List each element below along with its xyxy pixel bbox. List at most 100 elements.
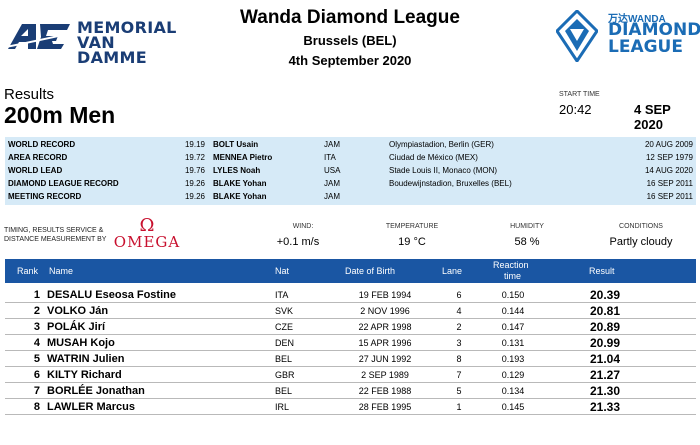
meeting-heading: Wanda Diamond League Brussels (BEL) 4th … <box>200 6 500 71</box>
cell-rank: 4 <box>33 337 40 349</box>
record-type: WORLD LEAD <box>8 166 63 175</box>
memorial-van-damme-logo: MEMORIAL VAN DAMME <box>6 20 186 66</box>
record-date: 20 AUG 2009 <box>644 140 693 149</box>
record-nat: ITA <box>324 153 336 162</box>
memorial-wordmark: MEMORIAL VAN DAMME <box>77 20 186 67</box>
cell-reaction: 0.129 <box>501 370 525 380</box>
cell-nat: BEL <box>275 354 293 364</box>
record-athlete: BLAKE Yohan <box>213 179 267 188</box>
cell-result: 21.30 <box>589 384 620 398</box>
record-row: DIAMOND LEAGUE RECORD 19.26 BLAKE Yohan … <box>5 177 696 190</box>
record-mark: 19.19 <box>184 140 205 149</box>
record-mark: 19.76 <box>184 166 205 175</box>
record-date: 14 AUG 2020 <box>644 166 693 175</box>
cell-rank: 1 <box>33 289 40 301</box>
record-nat: JAM <box>324 192 340 201</box>
diamond-league-logo: 万达WANDA DIAMOND LEAGUE <box>556 10 700 68</box>
cell-result: 21.04 <box>589 352 620 366</box>
cell-reaction: 0.150 <box>501 290 525 300</box>
cell-lane: 6 <box>456 290 462 300</box>
ag-logo-icon <box>6 22 72 50</box>
cell-result: 20.99 <box>589 336 620 350</box>
wind-value: +0.1 m/s <box>276 236 320 248</box>
cell-rank: 7 <box>33 385 40 397</box>
diamond-league-wordmark: DIAMOND LEAGUE <box>608 22 700 56</box>
cell-name: VOLKO Ján <box>47 305 109 317</box>
cell-reaction: 0.145 <box>501 402 525 412</box>
header-dob: Date of Birth <box>345 266 396 276</box>
record-mark: 19.72 <box>184 153 205 162</box>
header-rank: Rank <box>17 266 39 276</box>
header-lane: Lane <box>442 266 463 276</box>
cell-nat: CZE <box>275 322 293 332</box>
cell-rank: 2 <box>33 305 40 317</box>
cell-dob: 27 JUN 1992 <box>358 354 412 364</box>
humidity-label: HUMIDITY <box>510 223 544 230</box>
cell-name: MUSAH Kojo <box>47 337 115 349</box>
cell-name: BORLÉE Jonathan <box>47 385 145 397</box>
omega-wordmark: OMEGA <box>113 233 181 251</box>
omega-icon: Ω <box>139 215 155 236</box>
record-row: WORLD RECORD 19.19 BOLT Usain JAM Olympi… <box>5 138 696 151</box>
temperature-value: 19 °C <box>398 236 426 248</box>
wanda-text: 万达WANDA <box>608 14 666 25</box>
header-name: Name <box>49 266 74 276</box>
record-type: MEETING RECORD <box>8 192 82 201</box>
record-type: AREA RECORD <box>8 153 68 162</box>
diamond-icon <box>556 10 598 62</box>
cell-name: KILTY Richard <box>47 369 122 381</box>
cell-name: LAWLER Marcus <box>47 401 136 413</box>
cell-dob: 22 APR 1998 <box>358 322 412 332</box>
header-reaction: Reaction <box>493 260 529 270</box>
cell-name: POLÁK Jirí <box>47 321 106 333</box>
record-mark: 19.26 <box>184 179 205 188</box>
cell-result: 20.39 <box>589 288 620 302</box>
van-damme-text: VAN DAMME <box>77 33 147 67</box>
timing-line-1: TIMING, RESULTS SERVICE & <box>4 227 104 234</box>
conditions-label: CONDITIONS <box>619 223 663 230</box>
conditions-value: Partly cloudy <box>609 236 673 248</box>
cell-dob: 19 FEB 1994 <box>358 290 412 300</box>
cell-nat: GBR <box>275 370 295 380</box>
header-reaction-time: time <box>504 271 522 281</box>
cell-lane: 2 <box>456 322 462 332</box>
cell-dob: 15 APR 1996 <box>358 338 412 348</box>
league-text: LEAGUE <box>608 37 683 57</box>
cell-reaction: 0.193 <box>501 354 525 364</box>
results-table-header: Rank Name Nat Date of Birth Lane Reactio… <box>5 259 696 283</box>
cell-reaction: 0.131 <box>501 338 525 348</box>
wind-label: WIND: <box>292 223 314 230</box>
cell-lane: 4 <box>456 306 462 316</box>
record-date: 16 SEP 2011 <box>646 192 693 201</box>
record-nat: JAM <box>324 179 340 188</box>
cell-lane: 1 <box>456 402 462 412</box>
cell-result: 21.27 <box>589 368 620 382</box>
cell-lane: 5 <box>456 386 462 396</box>
table-row: 6 KILTY Richard GBR 2 SEP 1989 7 0.129 2… <box>5 367 696 383</box>
cell-dob: 28 FEB 1995 <box>358 402 412 412</box>
record-venue: Boudewijnstadion, Bruxelles (BEL) <box>389 179 512 188</box>
record-row: WORLD LEAD 19.76 LYLES Noah USA Stade Lo… <box>5 164 696 177</box>
results-table-body: 1 DESALU Eseosa Fostine ITA 19 FEB 1994 … <box>5 287 696 415</box>
cell-reaction: 0.134 <box>501 386 525 396</box>
cell-dob: 2 SEP 1989 <box>361 370 409 380</box>
cell-nat: IRL <box>275 402 290 412</box>
cell-result: 20.89 <box>589 320 620 334</box>
timing-credit: TIMING, RESULTS SERVICE & DISTANCE MEASU… <box>4 226 106 244</box>
omega-logo: Ω OMEGA <box>112 217 182 250</box>
table-row: 7 BORLÉE Jonathan BEL 22 FEB 1988 5 0.13… <box>5 383 696 399</box>
cell-reaction: 0.144 <box>501 306 525 316</box>
results-label: Results <box>4 86 55 103</box>
header-nat: Nat <box>275 266 290 276</box>
start-date: 4 SEP 2020 <box>634 102 671 132</box>
record-athlete: MENNEA Pietro <box>213 153 273 162</box>
cell-nat: ITA <box>275 290 289 300</box>
record-row: MEETING RECORD 19.26 BLAKE Yohan JAM 16 … <box>5 190 696 203</box>
table-row: 1 DESALU Eseosa Fostine ITA 19 FEB 1994 … <box>5 287 696 303</box>
start-time: 20:42 <box>559 102 592 117</box>
table-row: 4 MUSAH Kojo DEN 15 APR 1996 3 0.131 20.… <box>5 335 696 351</box>
table-row: 3 POLÁK Jirí CZE 22 APR 1998 2 0.147 20.… <box>5 319 696 335</box>
cell-nat: DEN <box>275 338 295 348</box>
cell-result: 20.81 <box>589 304 620 318</box>
record-date: 16 SEP 2011 <box>646 179 693 188</box>
